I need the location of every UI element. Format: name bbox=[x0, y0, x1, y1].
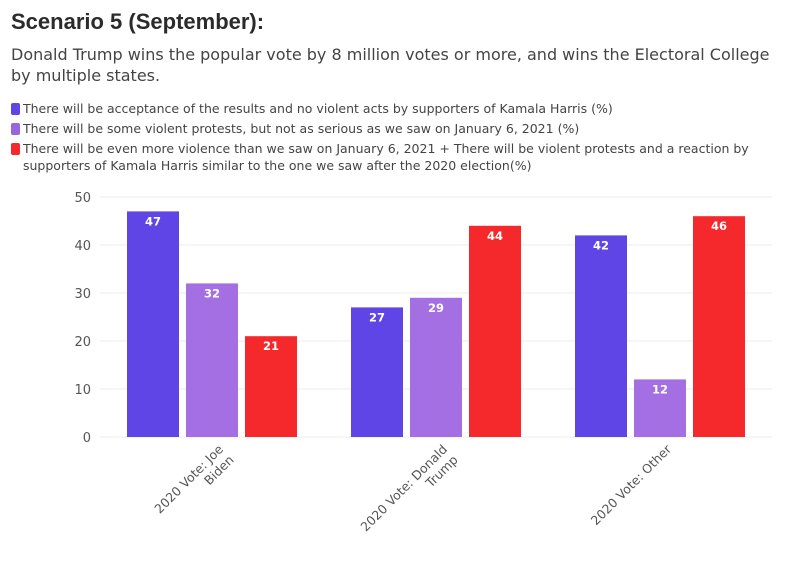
x-tick-label: 2020 Vote: Other bbox=[588, 441, 675, 528]
legend-label-some-violence: There will be some violent protests, but… bbox=[23, 121, 580, 136]
y-tick-label: 20 bbox=[74, 335, 91, 350]
legend-swatch-acceptance bbox=[11, 103, 20, 115]
bar-data-label: 44 bbox=[487, 229, 503, 243]
bar-data-label: 42 bbox=[593, 238, 609, 252]
y-tick-label: 30 bbox=[74, 287, 91, 302]
y-tick-label: 50 bbox=[74, 191, 91, 206]
bar[interactable] bbox=[245, 336, 297, 437]
y-tick-label: 40 bbox=[74, 239, 91, 254]
legend-item-acceptance[interactable]: There will be acceptance of the results … bbox=[11, 100, 786, 117]
bar-data-label: 29 bbox=[428, 301, 444, 315]
bar[interactable] bbox=[693, 216, 745, 437]
x-tick-label: 2020 Vote: DonaldTrump bbox=[357, 441, 460, 544]
chart-title: Scenario 5 (September): bbox=[11, 9, 265, 34]
bar[interactable] bbox=[469, 225, 521, 437]
bar-data-label: 47 bbox=[145, 214, 161, 228]
legend-label-more-violence: There will be even more violence than we… bbox=[23, 141, 749, 173]
legend-swatch-some-violence bbox=[11, 123, 20, 135]
bar-data-label: 21 bbox=[263, 339, 279, 353]
bar[interactable] bbox=[127, 211, 179, 437]
x-tick-label: 2020 Vote: JoeBiden bbox=[151, 441, 237, 527]
chart-subtitle: Donald Trump wins the popular vote by 8 … bbox=[11, 45, 770, 85]
legend: There will be acceptance of the results … bbox=[11, 100, 786, 177]
bar[interactable] bbox=[186, 283, 238, 437]
bar[interactable] bbox=[634, 379, 686, 437]
bar-data-label: 46 bbox=[711, 219, 727, 233]
bar[interactable] bbox=[575, 235, 627, 437]
legend-swatch-more-violence bbox=[11, 143, 20, 155]
y-tick-label: 10 bbox=[74, 383, 91, 398]
x-tick-label-line: 2020 Vote: Donald bbox=[357, 442, 450, 535]
x-tick-label-line: 2020 Vote: Other bbox=[588, 441, 675, 528]
bar-data-label: 32 bbox=[204, 286, 220, 300]
legend-item-more-violence[interactable]: There will be even more violence than we… bbox=[11, 140, 786, 174]
bar-data-label: 27 bbox=[369, 310, 385, 324]
legend-item-some-violence[interactable]: There will be some violent protests, but… bbox=[11, 120, 786, 137]
bar[interactable] bbox=[351, 307, 403, 437]
y-tick-label: 0 bbox=[83, 431, 91, 446]
legend-label-acceptance: There will be acceptance of the results … bbox=[23, 101, 613, 116]
bar-data-label: 12 bbox=[652, 382, 668, 396]
bar[interactable] bbox=[410, 297, 462, 437]
